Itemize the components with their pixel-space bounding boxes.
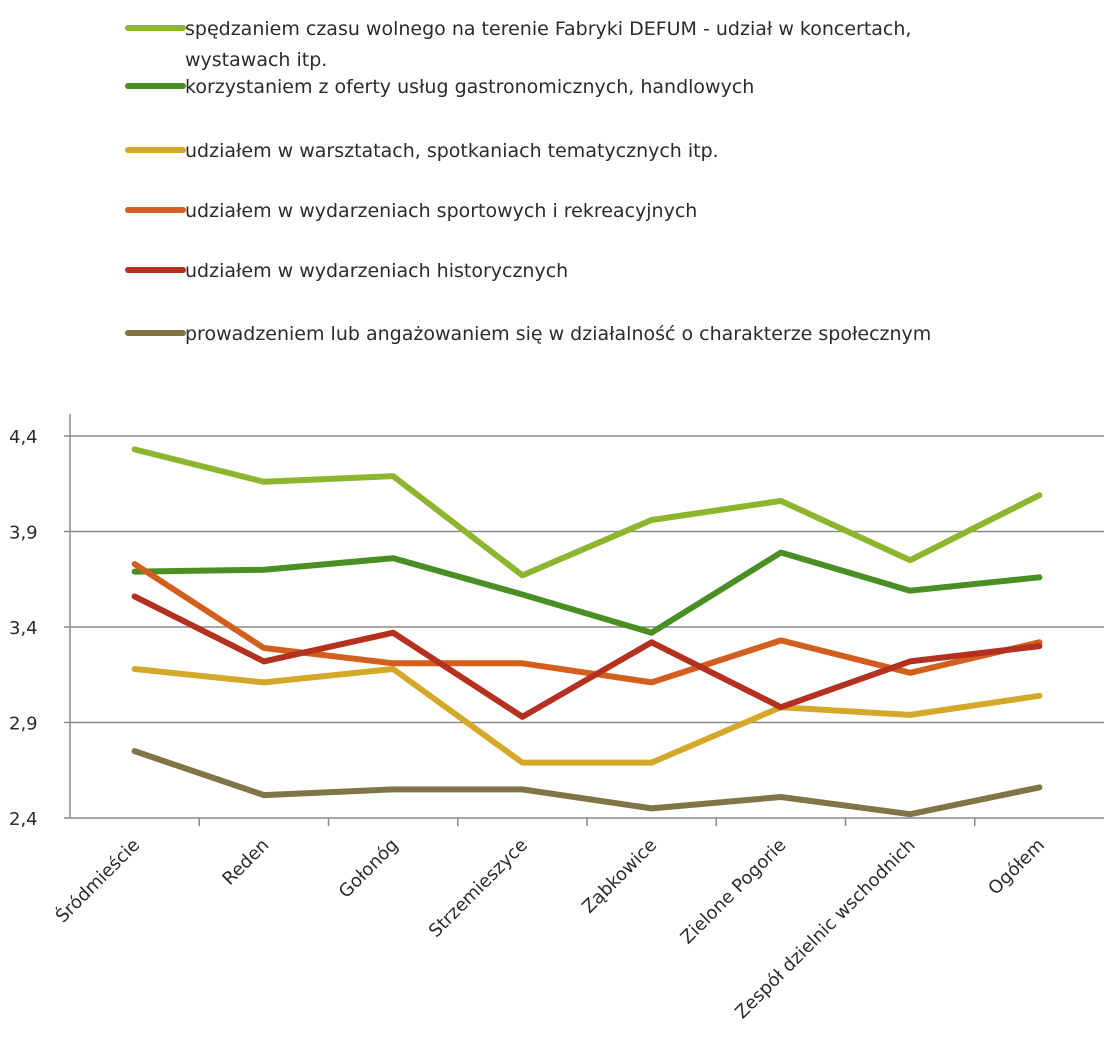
x-tick-label: Ząbkowice — [578, 835, 661, 918]
series-line — [131, 593, 1043, 720]
series-line — [131, 748, 1043, 818]
x-tick-label: Zielone Pogorie — [677, 835, 791, 949]
x-tick-label: Ogółem — [984, 835, 1049, 900]
y-tick-label: 3,4 — [9, 618, 38, 639]
series-line — [131, 446, 1043, 579]
gridlines — [70, 435, 1104, 724]
legend-item: korzystaniem z oferty usług gastronomicz… — [125, 76, 754, 98]
legend-label: udziałem w wydarzeniach sportowych i rek… — [185, 200, 697, 222]
legend-label: udziałem w warsztatach, spotkaniach tema… — [185, 140, 719, 162]
series-line — [131, 549, 1043, 636]
legend-label: spędzaniem czasu wolnego na terenie Fabr… — [185, 18, 911, 40]
legend-label: wystawach itp. — [185, 49, 327, 71]
legend-item: udziałem w wydarzeniach sportowych i rek… — [125, 200, 697, 222]
x-tick-label: Reden — [218, 835, 273, 890]
legend-label: korzystaniem z oferty usług gastronomicz… — [185, 76, 754, 98]
series-lines — [131, 446, 1043, 818]
legend-item: spędzaniem czasu wolnego na terenie Fabr… — [125, 18, 911, 71]
x-axis-ticks: Śródmieście Reden Gołonóg Strzemieszyce Ząbk… — [51, 818, 1049, 1023]
legend-item: prowadzeniem lub angażowaniem się w dzia… — [125, 323, 931, 345]
y-tick-label: 2,9 — [9, 714, 38, 735]
legend: spędzaniem czasu wolnego na terenie Fabr… — [125, 18, 931, 345]
legend-label: prowadzeniem lub angażowaniem się w dzia… — [185, 323, 931, 345]
x-tick-label: Śródmieście — [51, 834, 144, 927]
legend-item: udziałem w warsztatach, spotkaniach tema… — [125, 140, 719, 162]
y-tick-label: 3,9 — [9, 523, 38, 544]
legend-label: udziałem w wydarzeniach historycznych — [185, 260, 568, 282]
series-line — [131, 666, 1043, 766]
y-tick-label: 2,4 — [9, 809, 38, 830]
x-tick-label: Strzemieszyce — [425, 835, 532, 942]
y-axis-ticks: 2,4 2,9 3,4 3,9 4,4 — [9, 427, 70, 830]
x-tick-label: Gołonóg — [335, 835, 403, 903]
y-tick-label: 4,4 — [9, 427, 38, 448]
legend-item: udziałem w wydarzeniach historycznych — [125, 260, 568, 282]
